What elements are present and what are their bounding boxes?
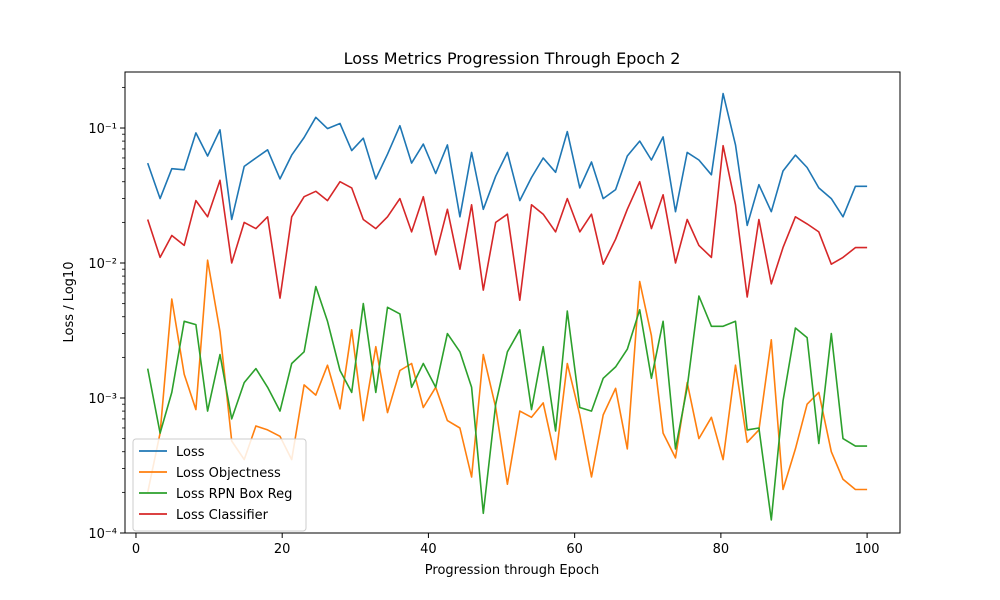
legend-box (132, 438, 307, 532)
y-tick-label: 10⁻³ (88, 392, 117, 407)
y-tick-label: 10⁻² (88, 257, 117, 272)
series-line-loss-rpn-box-reg (146, 285, 868, 521)
series-line-loss (146, 92, 868, 227)
y-tick-label: 10⁻¹ (88, 122, 117, 137)
legend-entry: Loss Classifier (176, 508, 269, 523)
x-tick-label: 80 (713, 542, 730, 557)
x-axis: 0 20 40 60 80 100 (132, 533, 880, 557)
chart-title: Loss Metrics Progression Through Epoch 2 (344, 49, 681, 68)
legend-entry: Loss RPN Box Reg (176, 487, 292, 502)
x-tick-label: 60 (566, 542, 583, 557)
x-tick-label: 0 (132, 542, 140, 557)
plot-frame (124, 71, 901, 534)
x-tick-label: 100 (855, 542, 880, 557)
x-tick-label: 40 (420, 542, 437, 557)
y-axis: 10⁻⁴ 10⁻³ 10⁻² 10⁻¹ (88, 86, 125, 542)
legend-entry: Loss Objectness (176, 466, 281, 481)
y-axis-label: Loss / Log10 (62, 262, 77, 343)
legend-entry: Loss (176, 445, 205, 460)
series-layer (146, 92, 868, 521)
series-line-loss-classifier (146, 144, 868, 302)
series-line-loss-objectness (146, 259, 868, 493)
y-tick-label: 10⁻⁴ (88, 527, 117, 542)
x-tick-label: 20 (274, 542, 291, 557)
x-axis-label: Progression through Epoch (425, 563, 599, 578)
legend: Loss Loss Objectness Loss RPN Box Reg Loss … (132, 438, 307, 532)
